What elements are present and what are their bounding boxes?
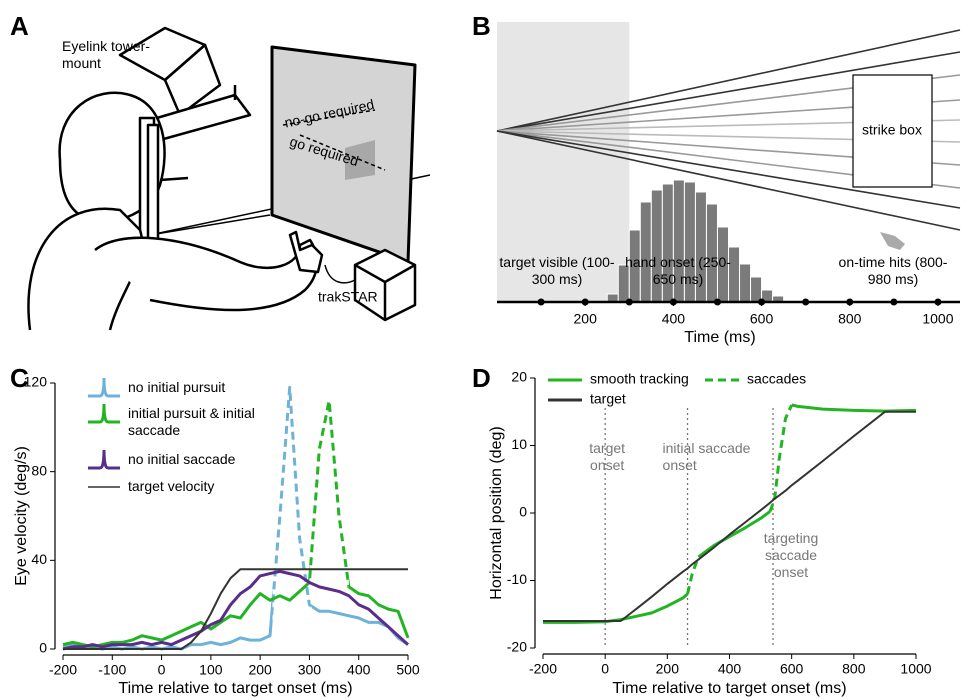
legend-swatch <box>88 450 120 468</box>
legend-entry: saccades <box>747 371 806 387</box>
x-tick-label: 500 <box>396 662 420 678</box>
y-tick-label: 40 <box>31 551 47 567</box>
y-tick-label: 10 <box>511 436 527 452</box>
legend-entry-box: target velocity <box>128 478 263 518</box>
legend-entry-box: initial pursuit & initial saccade <box>128 405 263 445</box>
illustration-label: Eyelink tower-mount <box>62 38 162 72</box>
legend-entry: no initial pursuit <box>128 379 263 396</box>
onset-label-box: target onset <box>577 440 637 500</box>
histogram-bar <box>740 264 751 302</box>
illustration-label: trakSTAR <box>318 289 378 305</box>
time-marker <box>802 299 809 306</box>
x-tick-label: 800 <box>842 661 866 677</box>
strike-box-label: strike box <box>862 122 922 138</box>
illustration-label-box: Eyelink tower-mount <box>62 38 162 78</box>
x-tick-label: -100 <box>98 662 126 678</box>
x-tick-label: 300 <box>298 662 322 678</box>
y-tick-label: 20 <box>511 369 527 385</box>
x-tick-label: 200 <box>574 311 598 327</box>
legend-entry: target velocity <box>128 478 263 495</box>
time-marker <box>890 299 897 306</box>
figure: ABCDEyelink tower-mountno-go requiredgo … <box>0 0 967 699</box>
y-tick-label: 80 <box>31 462 47 478</box>
annotation: on-time hits (800-980 ms) <box>833 254 953 288</box>
time-marker <box>714 299 721 306</box>
legend-swatch <box>88 404 120 422</box>
x-tick-label: 400 <box>662 311 686 327</box>
x-tick-label: 1000 <box>922 311 953 327</box>
y-tick-label: 0 <box>519 504 527 520</box>
x-axis-label: Time (ms) <box>684 329 755 346</box>
x-tick-label: 200 <box>656 661 680 677</box>
page: {"panel_labels": ["A", "B", "C", "D"], "… <box>0 0 967 699</box>
legend-entry: no initial saccade <box>128 451 263 468</box>
x-tick-label: 0 <box>158 662 166 678</box>
panel-label: B <box>472 11 491 41</box>
y-tick-label: -10 <box>507 571 527 587</box>
onset-label-box: initial saccade onset <box>663 440 773 500</box>
onset-label: targeting saccade onset <box>751 530 831 581</box>
x-tick-label: 400 <box>718 661 742 677</box>
y-axis-label: Horizontal position (deg) <box>488 426 505 599</box>
legend-swatch <box>88 378 120 396</box>
legend-entry: target <box>590 391 626 407</box>
x-tick-label: -200 <box>49 662 77 678</box>
annotation-box: target visible (100-300 ms) <box>497 254 617 294</box>
x-tick-label: 800 <box>838 311 862 327</box>
histogram-bar <box>751 277 762 302</box>
x-tick-label: 0 <box>601 661 609 677</box>
x-tick-label: 100 <box>199 662 223 678</box>
y-tick-label: 0 <box>39 640 47 656</box>
panel-label: A <box>10 11 29 41</box>
annotation-box: on-time hits (800-980 ms) <box>833 254 953 294</box>
onset-label: target onset <box>577 440 637 474</box>
x-tick-label: 200 <box>248 662 272 678</box>
x-tick-label: 1000 <box>900 661 931 677</box>
series-line <box>63 571 408 649</box>
annotation: target visible (100-300 ms) <box>497 254 617 288</box>
y-tick-label: -20 <box>507 639 527 655</box>
x-tick-label: -200 <box>529 661 557 677</box>
annotation: hand onset (250-650 ms) <box>618 254 738 288</box>
time-marker <box>538 299 545 306</box>
onset-label-box: targeting saccade onset <box>751 530 831 590</box>
panel-label: D <box>472 363 491 393</box>
onset-label: initial saccade onset <box>663 440 773 474</box>
time-marker <box>626 299 633 306</box>
hand-icon <box>880 232 905 250</box>
annotation-box: hand onset (250-650 ms) <box>618 254 738 294</box>
y-tick-label: 120 <box>24 374 48 390</box>
x-tick-label: 600 <box>750 311 774 327</box>
x-axis-label: Time relative to target onset (ms) <box>118 680 352 697</box>
series-line <box>63 569 408 649</box>
x-axis-label: Time relative to target onset (ms) <box>612 680 846 697</box>
y-axis-label: Eye velocity (deg/s) <box>13 446 30 586</box>
x-tick-label: 400 <box>347 662 371 678</box>
legend-entry: initial pursuit & initial saccade <box>128 405 263 439</box>
series-line <box>543 405 916 622</box>
x-tick-label: 600 <box>780 661 804 677</box>
legend-entry: smooth tracking <box>590 371 689 387</box>
